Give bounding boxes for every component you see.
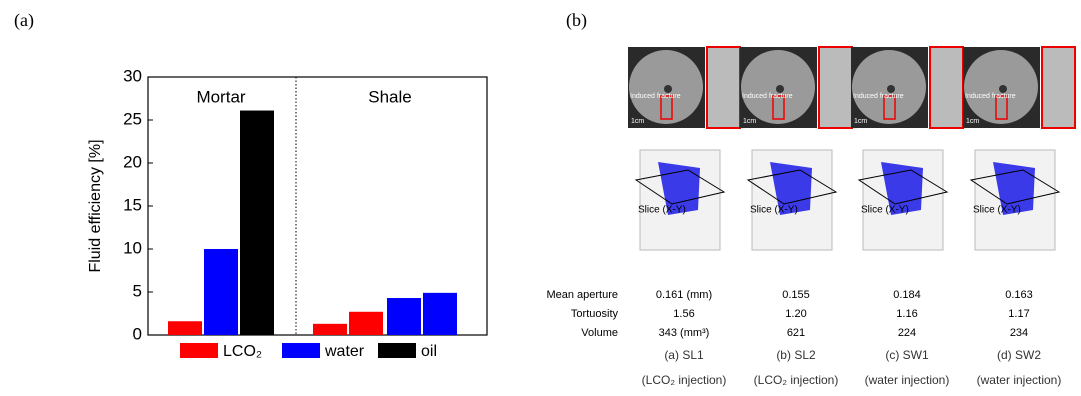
table-value: 1.16 [896, 308, 917, 320]
scale-label: 1cm [743, 118, 756, 125]
image-label: Induced fracture [630, 93, 681, 100]
caption-note: (LCO₂ injection) [642, 373, 727, 387]
caption-note: (LCO₂ injection) [754, 373, 839, 387]
inset-image [929, 46, 964, 129]
row-label: Mean aperture [546, 289, 618, 301]
legend-label: water [324, 343, 365, 360]
slice-label: Slice (X-Y) [973, 205, 1021, 216]
inset-image [706, 46, 741, 129]
legend-swatch [378, 343, 416, 358]
scale-label: 1cm [966, 118, 979, 125]
y-axis-label: Fluid efficiency [%] [87, 139, 104, 272]
fracture-hole [999, 85, 1007, 93]
table-value: 224 [898, 327, 916, 339]
y-tick-label: 10 [123, 238, 142, 257]
y-tick-label: 30 [123, 66, 142, 85]
table-value: 1.56 [673, 308, 694, 320]
bar [423, 292, 457, 335]
caption-note: (water injection) [865, 373, 950, 387]
image-label: Induced fracture [853, 93, 904, 100]
table-value: 1.20 [785, 308, 806, 320]
slice-plane [746, 169, 838, 205]
table-value: 234 [1010, 327, 1028, 339]
fracture-hole [664, 85, 672, 93]
table-value: 343 (mm³) [659, 327, 710, 339]
inset-box [883, 95, 896, 120]
table-value: 621 [787, 327, 805, 339]
inset-image [818, 46, 853, 129]
slice-plane [969, 169, 1061, 205]
table-value: 0.163 [1005, 289, 1033, 301]
panel-label: (a) [14, 10, 34, 31]
caption-note: (water injection) [977, 373, 1062, 387]
image-label: Induced fracture [742, 93, 793, 100]
slice-label: Slice (X-Y) [638, 205, 686, 216]
table-value: 0.155 [782, 289, 810, 301]
image-label: Induced fracture [965, 93, 1016, 100]
table-value: 0.184 [893, 289, 921, 301]
legend-swatch [282, 343, 320, 358]
legend-swatch [180, 343, 218, 358]
row-label: Volume [581, 327, 618, 339]
slice-label: Slice (X-Y) [861, 205, 909, 216]
caption: (c) SW1 [885, 348, 929, 362]
bar [168, 321, 202, 335]
bar [240, 110, 274, 335]
slice-plane [634, 169, 726, 205]
group-label: Shale [368, 87, 411, 106]
caption: (a) SL1 [664, 348, 704, 362]
group-label: Mortar [196, 87, 245, 106]
scale-label: 1cm [854, 118, 867, 125]
table-value: 1.17 [1008, 308, 1029, 320]
bar [204, 249, 238, 335]
bar [387, 298, 421, 335]
slice-label: Slice (X-Y) [750, 205, 798, 216]
inset-box [995, 95, 1008, 120]
slice-plane [857, 169, 949, 205]
scale-label: 1cm [631, 118, 644, 125]
caption: (b) SL2 [776, 348, 816, 362]
y-tick-label: 5 [133, 281, 142, 300]
bar [313, 323, 347, 335]
panel-label: (b) [566, 10, 587, 31]
legend-label: LCO₂ [223, 343, 262, 360]
y-tick-label: 25 [123, 109, 142, 128]
legend-label: oil [421, 343, 437, 360]
fracture-hole [776, 85, 784, 93]
y-tick-label: 20 [123, 152, 142, 171]
table-value: 0.161 (mm) [656, 289, 712, 301]
y-tick-label: 0 [133, 324, 142, 343]
caption: (d) SW2 [997, 348, 1041, 362]
row-label: Tortuosity [571, 308, 619, 320]
inset-image [1041, 46, 1076, 129]
fracture-hole [887, 85, 895, 93]
inset-box [772, 95, 785, 120]
inset-box [660, 95, 673, 120]
y-tick-label: 15 [123, 195, 142, 214]
bar [349, 311, 383, 335]
